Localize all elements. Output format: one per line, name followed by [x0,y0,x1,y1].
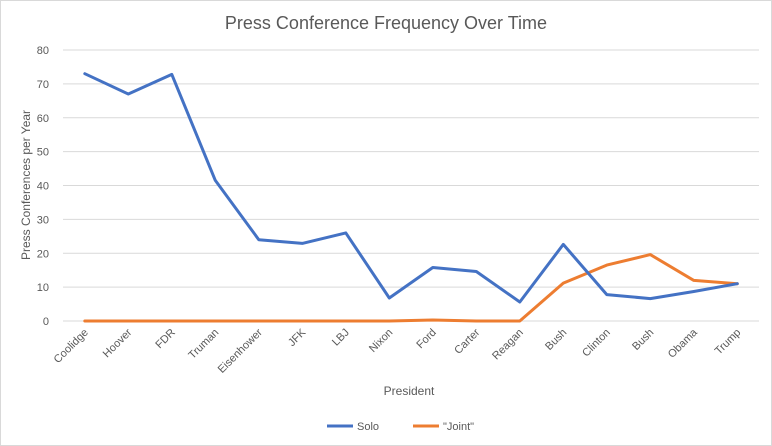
y-tick-label: 70 [37,79,49,91]
y-axis-ticks: 0 10 20 30 40 50 60 70 80 [37,45,49,328]
chart-title: Press Conference Frequency Over Time [225,13,547,33]
x-tick-label: FDR [153,327,178,352]
x-tick-label: Bush [543,327,569,353]
series-line-solo [83,72,739,304]
y-axis-label: Press Conferences per Year [19,110,33,260]
legend: Solo "Joint" [327,421,474,433]
x-tick-label: Truman [186,327,221,362]
legend-label-joint: "Joint" [443,421,474,433]
x-tick-label: Trump [713,327,744,358]
y-tick-label: 50 [37,147,49,159]
x-tick-label: JFK [286,326,309,349]
x-tick-label: Nixon [367,327,395,355]
y-tick-label: 60 [37,113,49,125]
series-lines [83,72,739,323]
y-tick-label: 40 [37,181,49,193]
x-axis-label: President [384,384,435,398]
y-tick-label: 30 [37,214,49,226]
x-tick-label: Obama [666,326,701,361]
y-tick-label: 10 [37,282,49,294]
x-tick-label: Carter [452,326,482,356]
series-line-joint [83,253,739,323]
gridlines [63,49,759,322]
x-tick-label: Eisenhower [216,326,265,375]
x-tick-label: Ford [414,327,438,351]
y-tick-label: 0 [43,316,49,328]
x-tick-label: Reagan [490,327,526,363]
x-tick-label: Hoover [101,326,135,360]
x-tick-label: Clinton [580,327,613,360]
y-tick-label: 20 [37,248,49,260]
legend-label-solo: Solo [357,421,379,433]
x-tick-label: LBJ [330,327,352,349]
x-tick-label: Bush [630,327,656,353]
x-tick-label: Coolidge [52,327,91,366]
y-tick-label: 80 [37,45,49,57]
